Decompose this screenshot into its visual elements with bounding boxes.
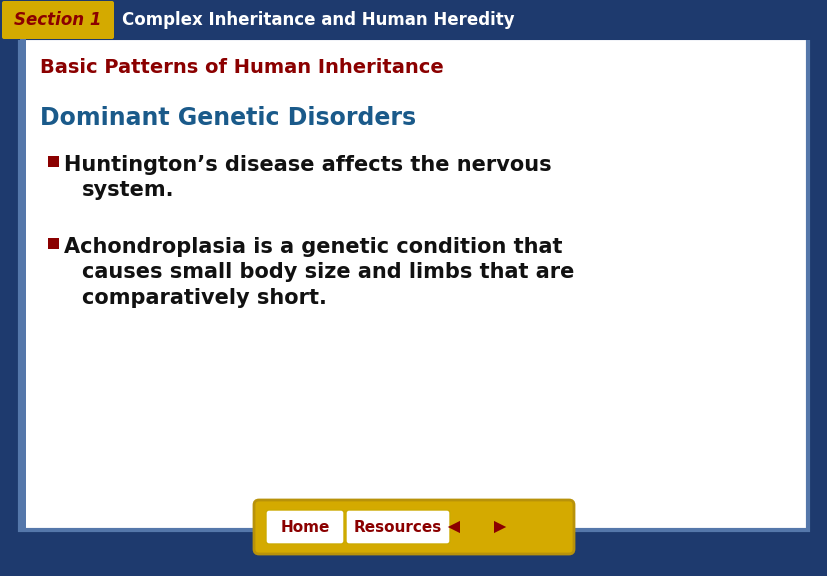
- Text: causes small body size and limbs that are: causes small body size and limbs that ar…: [82, 262, 574, 282]
- FancyBboxPatch shape: [254, 500, 573, 554]
- Text: Complex Inheritance and Human Heredity: Complex Inheritance and Human Heredity: [122, 11, 514, 29]
- FancyBboxPatch shape: [2, 1, 114, 39]
- Text: Achondroplasia is a genetic condition that: Achondroplasia is a genetic condition th…: [64, 237, 562, 257]
- Text: Resources: Resources: [353, 520, 442, 535]
- Bar: [20, 38, 26, 530]
- Text: Dominant Genetic Disorders: Dominant Genetic Disorders: [40, 106, 416, 130]
- FancyBboxPatch shape: [346, 510, 449, 544]
- Text: system.: system.: [82, 180, 174, 200]
- Bar: [0, 0, 827, 40]
- Text: Huntington’s disease affects the nervous: Huntington’s disease affects the nervous: [64, 155, 551, 175]
- FancyBboxPatch shape: [265, 510, 343, 544]
- Text: Home: Home: [280, 520, 329, 535]
- Text: comparatively short.: comparatively short.: [82, 288, 327, 308]
- Text: Section 1: Section 1: [14, 11, 102, 29]
- FancyBboxPatch shape: [20, 38, 807, 530]
- Bar: [48, 156, 59, 167]
- Bar: [48, 238, 59, 249]
- Text: Basic Patterns of Human Inheritance: Basic Patterns of Human Inheritance: [40, 58, 443, 77]
